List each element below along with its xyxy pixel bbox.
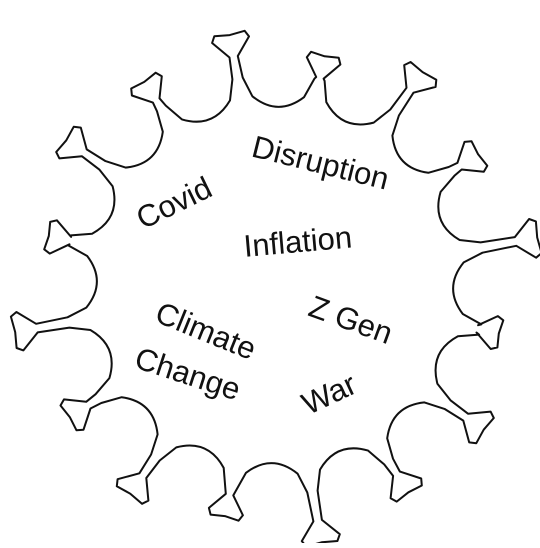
virus-illustration: Disruption Covid Inflation Z Gen Climate… <box>0 0 540 543</box>
word: Disruption <box>249 129 393 197</box>
virus-outline <box>11 31 540 543</box>
word: Covid <box>131 170 218 236</box>
word: Z Gen <box>304 289 397 351</box>
word: Inflation <box>242 220 353 264</box>
word: War <box>296 366 361 421</box>
